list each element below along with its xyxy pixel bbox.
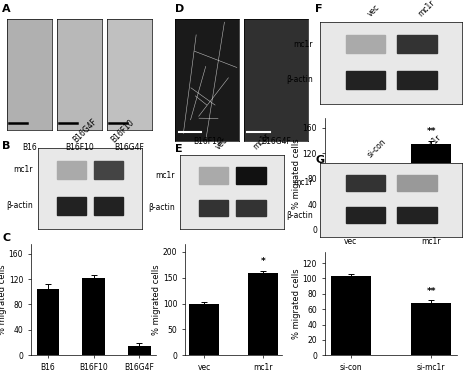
- Bar: [199, 167, 228, 184]
- Bar: [397, 175, 437, 191]
- Text: β-actin: β-actin: [286, 211, 313, 220]
- Text: si-con: si-con: [365, 137, 388, 159]
- Bar: [331, 166, 371, 229]
- Bar: [346, 35, 385, 53]
- Text: **: **: [427, 287, 436, 296]
- Text: mc1r: mc1r: [417, 0, 437, 18]
- Bar: [331, 276, 371, 355]
- Text: β-actin: β-actin: [6, 201, 33, 210]
- Text: mc1r: mc1r: [293, 40, 313, 49]
- Text: D: D: [175, 4, 185, 14]
- Text: B16F10: B16F10: [65, 143, 94, 152]
- Text: B16G4F: B16G4F: [261, 137, 291, 146]
- Text: *: *: [261, 257, 265, 266]
- Text: B16G4F: B16G4F: [71, 117, 99, 144]
- Bar: [36, 289, 59, 355]
- Bar: [237, 167, 265, 184]
- Text: β-actin: β-actin: [148, 204, 175, 212]
- Y-axis label: % migrated cells: % migrated cells: [152, 265, 161, 335]
- Text: F: F: [315, 4, 323, 14]
- Text: mc1r: mc1r: [251, 132, 271, 152]
- Y-axis label: % migrated cells: % migrated cells: [292, 139, 301, 209]
- Bar: [94, 197, 123, 215]
- Bar: [237, 200, 265, 216]
- Text: β-actin: β-actin: [286, 75, 313, 84]
- Text: B: B: [2, 141, 11, 151]
- Bar: [57, 161, 86, 179]
- Text: B16G4F: B16G4F: [114, 143, 144, 152]
- Bar: [57, 197, 86, 215]
- Y-axis label: % migrated cells: % migrated cells: [0, 265, 7, 335]
- Text: B16F10: B16F10: [193, 137, 221, 146]
- Bar: [346, 71, 385, 89]
- Bar: [199, 200, 228, 216]
- Bar: [397, 207, 437, 223]
- Y-axis label: % migrated cells: % migrated cells: [292, 268, 301, 339]
- Text: mc1r: mc1r: [155, 171, 175, 180]
- Text: B16: B16: [22, 143, 37, 152]
- Bar: [397, 71, 437, 89]
- Text: vec: vec: [213, 136, 229, 152]
- Text: B16F10: B16F10: [109, 117, 136, 144]
- Text: mc1r: mc1r: [293, 178, 313, 187]
- Bar: [82, 278, 105, 355]
- Text: mc1r: mc1r: [13, 165, 33, 175]
- Bar: [411, 144, 451, 229]
- Text: vec: vec: [365, 2, 381, 18]
- Text: si-mc1r: si-mc1r: [417, 132, 443, 159]
- Bar: [397, 35, 437, 53]
- Bar: [411, 303, 451, 355]
- Text: A: A: [2, 4, 11, 14]
- Text: C: C: [2, 233, 10, 243]
- Text: E: E: [175, 144, 183, 154]
- Bar: [128, 346, 151, 355]
- Bar: [346, 207, 385, 223]
- Bar: [94, 161, 123, 179]
- Text: G: G: [315, 155, 324, 165]
- Bar: [346, 175, 385, 191]
- Text: **: **: [427, 127, 436, 136]
- Bar: [189, 303, 219, 355]
- Bar: [248, 273, 278, 355]
